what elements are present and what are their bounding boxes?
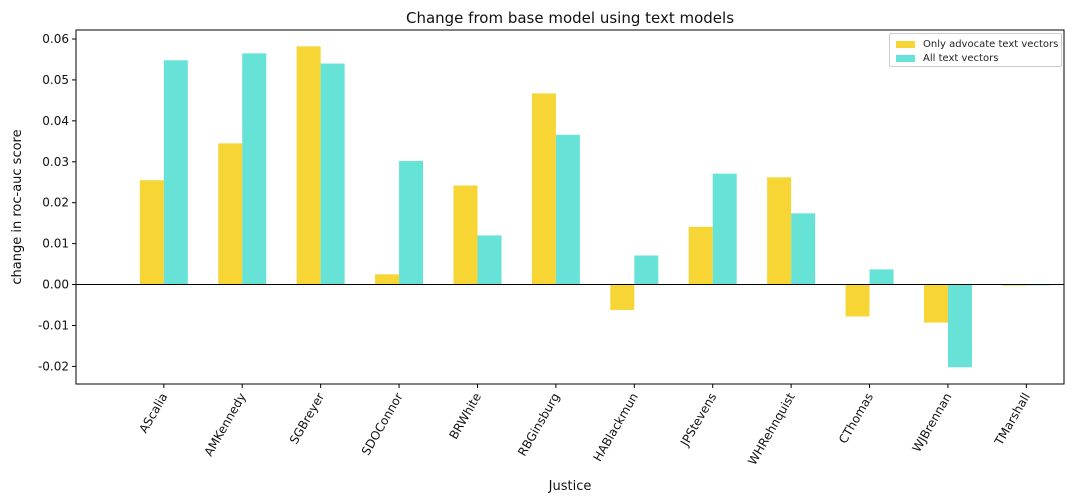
x-tick-label-JPStevens: JPStevens bbox=[677, 391, 719, 450]
bar-WHRehnquist-series-1 bbox=[767, 177, 792, 285]
bar-AMKennedy-series-2 bbox=[242, 53, 267, 285]
x-tick-label-CThomas: CThomas bbox=[836, 391, 876, 446]
y-tick-label: 0.01 bbox=[42, 237, 69, 251]
y-tick-label: -0.02 bbox=[38, 359, 69, 373]
legend-label-all-text: All text vectors bbox=[923, 52, 999, 64]
bar-BRWhite-series-2 bbox=[477, 235, 502, 285]
y-tick-label: -0.01 bbox=[38, 318, 69, 332]
bar-SDOConnor-series-2 bbox=[399, 160, 424, 285]
bar-SGBreyer-series-2 bbox=[320, 63, 345, 285]
legend-item-advocate: Only advocate text vectors bbox=[896, 37, 1058, 51]
bar-JPStevens-series-1 bbox=[688, 226, 713, 285]
bar-WJBrennan-series-2 bbox=[947, 284, 972, 368]
x-tick-label-BRWhite: BRWhite bbox=[446, 391, 484, 442]
bar-SDOConnor-series-1 bbox=[375, 274, 400, 285]
bar-CThomas-series-1 bbox=[845, 284, 870, 317]
bar-RBGinsburg-series-1 bbox=[531, 93, 556, 285]
legend-swatch-all-text bbox=[896, 54, 915, 62]
bar-AMKennedy-series-1 bbox=[218, 143, 243, 285]
y-tick-label: 0.05 bbox=[42, 73, 69, 87]
bar-CThomas-series-2 bbox=[869, 269, 894, 285]
x-tick-label-SDOConnor: SDOConnor bbox=[359, 390, 406, 457]
y-tick-label: 0.02 bbox=[42, 196, 69, 210]
x-tick-label-SGBreyer: SGBreyer bbox=[287, 390, 327, 446]
plot-frame bbox=[75, 29, 1065, 385]
bar-AScalia-series-2 bbox=[163, 60, 188, 285]
bar-JPStevens-series-2 bbox=[712, 173, 737, 285]
x-tick-label-HABlackmun: HABlackmun bbox=[590, 391, 640, 464]
x-tick-label-AMKennedy: AMKennedy bbox=[201, 391, 248, 459]
bar-BRWhite-series-1 bbox=[453, 185, 478, 285]
y-tick-label: 0.03 bbox=[42, 155, 69, 169]
x-tick-label-WJBrennan: WJBrennan bbox=[909, 391, 954, 455]
x-tick-label-AScalia: AScalia bbox=[136, 391, 170, 436]
bar-HABlackmun-series-1 bbox=[610, 284, 635, 310]
chart-title: Change from base model using text models bbox=[406, 9, 734, 27]
y-tick-label: 0.00 bbox=[42, 278, 69, 292]
y-axis-label: change in roc-auc score bbox=[10, 129, 25, 284]
legend: Only advocate text vectors All text vect… bbox=[889, 33, 1062, 67]
x-tick-label-RBGinsburg: RBGinsburg bbox=[515, 391, 562, 459]
bar-SGBreyer-series-1 bbox=[296, 46, 321, 285]
legend-item-all-text: All text vectors bbox=[896, 51, 998, 65]
legend-swatch-advocate bbox=[896, 40, 915, 48]
bar-AScalia-series-1 bbox=[139, 180, 164, 285]
x-tick-label-WHRehnquist: WHRehnquist bbox=[745, 390, 798, 467]
x-tick-label-TMarshall: TMarshall bbox=[991, 391, 1033, 449]
bar-WHRehnquist-series-2 bbox=[791, 213, 816, 285]
y-tick-label: 0.06 bbox=[42, 32, 69, 46]
bar-RBGinsburg-series-2 bbox=[555, 134, 580, 285]
legend-label-advocate: Only advocate text vectors bbox=[923, 38, 1059, 50]
x-axis-label: Justice bbox=[548, 479, 592, 494]
bar-WJBrennan-series-1 bbox=[923, 284, 948, 323]
bar-TMarshall-series-1 bbox=[1002, 284, 1027, 286]
bar-HABlackmun-series-2 bbox=[634, 255, 659, 285]
y-tick-label: 0.04 bbox=[42, 114, 69, 128]
